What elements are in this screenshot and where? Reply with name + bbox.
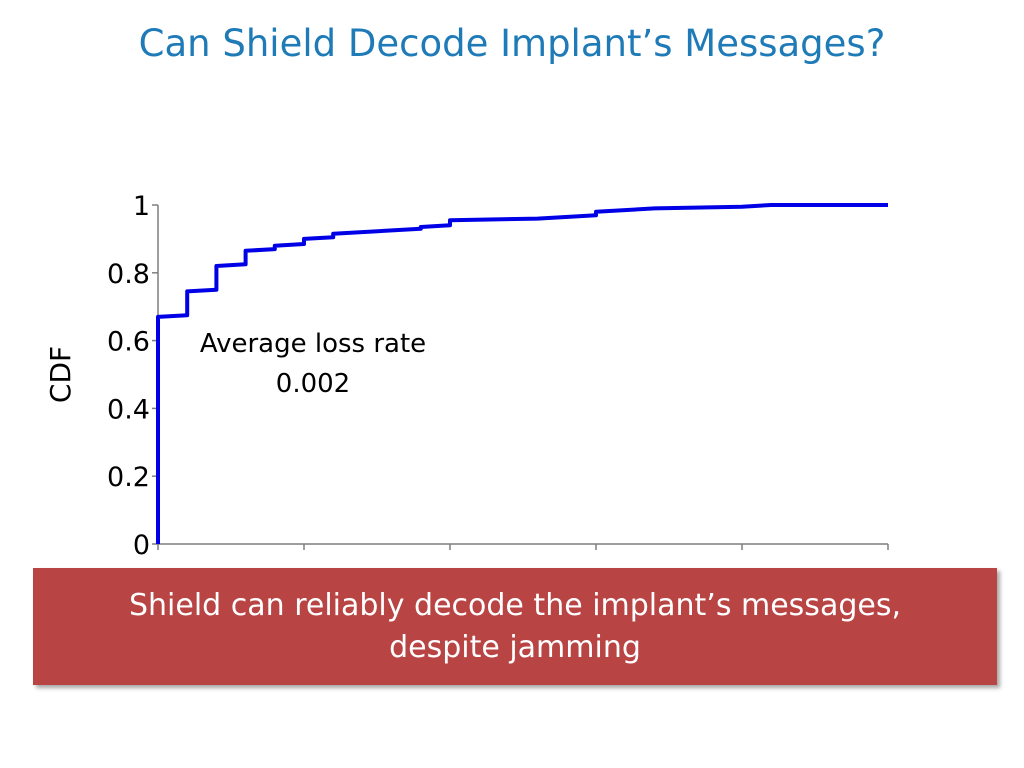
y-tick-label: 0.2 bbox=[107, 462, 150, 493]
cdf-series-line bbox=[156, 203, 888, 544]
y-tick-label: 0.8 bbox=[107, 259, 150, 290]
y-axis-label: CDF bbox=[44, 346, 77, 403]
annotation-line-1: Average loss rate bbox=[199, 329, 427, 359]
conclusion-banner: Shield can reliably decode the implant’s… bbox=[33, 568, 997, 685]
slide-title: Can Shield Decode Implant’s Messages? bbox=[138, 22, 886, 65]
average-loss-annotation: Average loss rate 0.002 bbox=[180, 324, 446, 404]
y-tick-label: 0 bbox=[133, 530, 150, 561]
conclusion-banner-text: Shield can reliably decode the implant’s… bbox=[129, 587, 901, 665]
y-tick-label: 1 bbox=[133, 191, 150, 222]
annotation-line-2: 0.002 bbox=[275, 369, 351, 399]
y-tick-label: 0.4 bbox=[107, 394, 150, 425]
y-tick-labels: 0 0.2 0.4 0.6 0.8 1 bbox=[107, 191, 150, 561]
y-tick-label: 0.6 bbox=[107, 327, 150, 358]
